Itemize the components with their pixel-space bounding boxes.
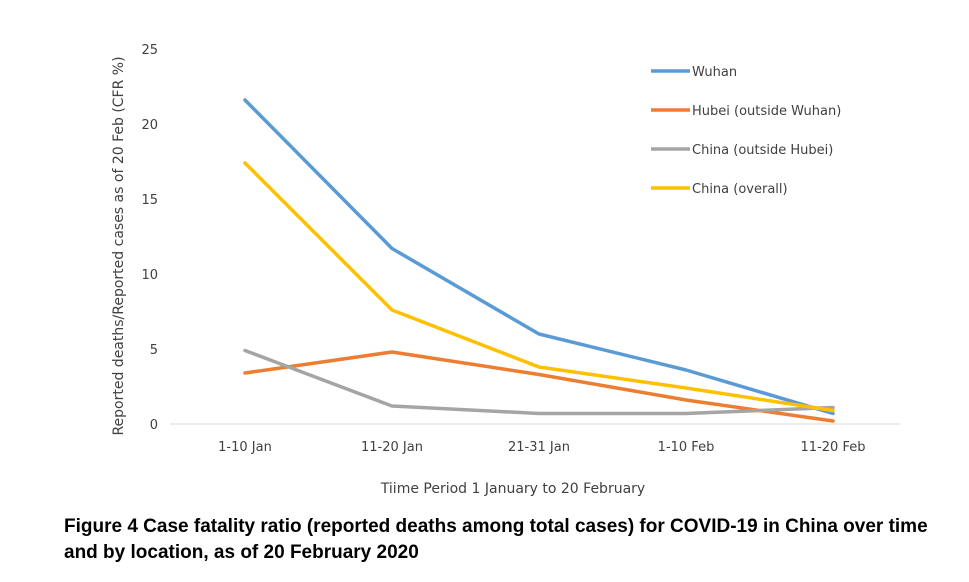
legend-item-china-outside-hubei: China (outside Hubei) — [651, 143, 833, 158]
legend-label: Wuhan — [692, 65, 737, 80]
x-tick-label: 11-20 Feb — [801, 440, 866, 455]
y-tick-label: 0 — [150, 418, 158, 433]
legend-item-china-overall: China (overall) — [651, 182, 788, 197]
series-line-china-outside-hubei — [243, 348, 835, 416]
figure-caption: Figure 4 Case fatality ratio (reported d… — [64, 516, 928, 563]
y-tick-label: 15 — [141, 193, 158, 208]
legend-label: Hubei (outside Wuhan) — [692, 104, 841, 119]
x-tick-label: 11-20 Jan — [361, 440, 423, 455]
series-lines — [243, 98, 835, 423]
series-line-wuhan — [243, 98, 835, 416]
y-tick-label: 20 — [141, 118, 158, 133]
legend-label: China (outside Hubei) — [692, 143, 833, 158]
y-tick-label: 5 — [150, 343, 158, 358]
legend-item-wuhan: Wuhan — [651, 65, 737, 80]
x-tick-label: 21-31 Jan — [508, 440, 570, 455]
x-tick-label: 1-10 Feb — [658, 440, 715, 455]
legend-item-hubei-outside-wuhan: Hubei (outside Wuhan) — [651, 104, 841, 119]
series-line-hubei-outside-wuhan — [243, 350, 835, 423]
series-line-china-overall — [243, 161, 835, 413]
legend: Wuhan Hubei (outside Wuhan) China (outside… — [651, 65, 841, 197]
x-axis-title: Tiime Period 1 January to 20 February — [380, 481, 645, 497]
y-tick-label: 10 — [141, 268, 158, 283]
y-axis-title: Reported deaths/Reported cases as of 20 … — [111, 56, 127, 435]
y-tick-label: 25 — [141, 43, 158, 58]
x-tick-label: 1-10 Jan — [218, 440, 272, 455]
y-axis-ticks: 0 5 10 15 20 25 — [141, 43, 158, 433]
legend-label: China (overall) — [692, 182, 788, 197]
x-axis-ticks: 1-10 Jan 11-20 Jan 21-31 Jan 1-10 Feb 11-20 … — [218, 440, 865, 455]
